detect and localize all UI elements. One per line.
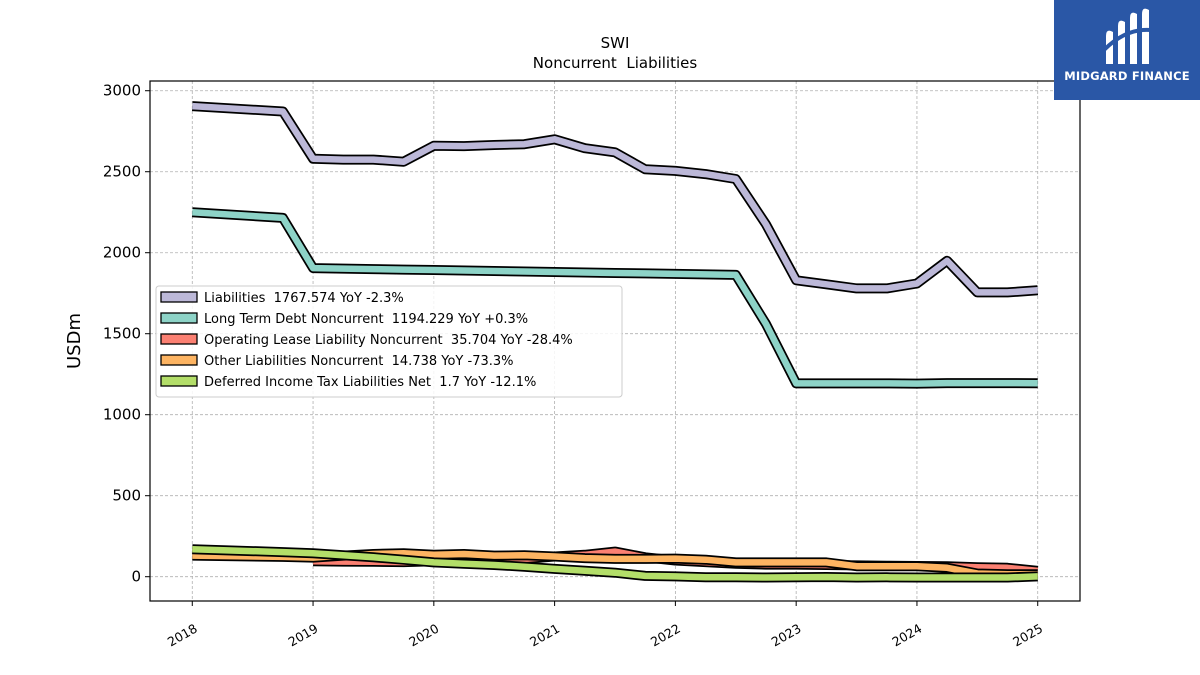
series-line (192, 102, 1038, 296)
series-line (192, 208, 1038, 387)
chart-title: SWI (601, 34, 630, 52)
x-tick-label: 2023 (769, 621, 804, 650)
series-layer (191, 101, 1039, 583)
chart-subtitle: Noncurrent Liabilities (533, 54, 698, 72)
series-long-term-debt-noncurrent (191, 207, 1038, 389)
legend-swatch (160, 291, 198, 303)
logo-mark-icon (1102, 8, 1152, 65)
x-tick-label: 2024 (889, 621, 924, 650)
y-axis-label: USDm (64, 313, 85, 369)
legend-swatch (160, 333, 198, 345)
legend-label: Deferred Income Tax Liabilities Net 1.7 … (204, 375, 536, 390)
y-tick-label: 1500 (103, 325, 141, 343)
x-tick-label: 2021 (527, 621, 562, 650)
legend-swatch (160, 312, 198, 324)
series-line (192, 545, 1038, 581)
y-tick-label: 2500 (103, 163, 141, 181)
x-tick-label: 2018 (165, 621, 200, 650)
legend-label: Liabilities 1767.574 YoY -2.3% (204, 291, 404, 306)
series-liabilities (192, 101, 1039, 298)
y-tick-label: 0 (131, 568, 141, 586)
x-tick-label: 2025 (1010, 621, 1045, 650)
legend: Liabilities 1767.574 YoY -2.3% Long Term … (155, 285, 623, 398)
legend-label: Operating Lease Liability Noncurrent 35.… (204, 333, 573, 348)
x-tick-label: 2022 (648, 621, 683, 650)
y-tick-label: 2000 (103, 244, 141, 262)
x-tick-label: 2019 (286, 621, 321, 650)
y-tick-label: 3000 (103, 82, 141, 100)
legend-box (155, 285, 623, 398)
legend-swatch (160, 354, 198, 366)
logo-text: MIDGARD FINANCE (1064, 69, 1190, 83)
x-tick-label: 2020 (406, 621, 441, 650)
y-tick-label: 500 (112, 487, 141, 505)
y-tick-label: 1000 (103, 406, 141, 424)
legend-label: Other Liabilities Noncurrent 14.738 YoY … (204, 354, 514, 369)
plot-frame (149, 80, 1081, 602)
midgard-finance-logo: MIDGARD FINANCE (1054, 0, 1200, 100)
series-deferred-income-tax-liabilities-net (192, 544, 1038, 583)
legend-label: Long Term Debt Noncurrent 1194.229 YoY +… (204, 312, 528, 327)
legend-swatch (160, 375, 198, 387)
